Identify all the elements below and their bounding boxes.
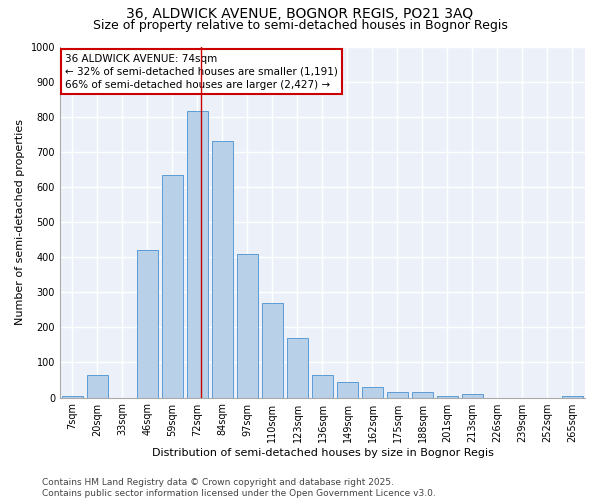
Bar xyxy=(437,396,458,398)
Bar xyxy=(562,396,583,398)
Bar xyxy=(137,250,158,398)
Text: 36, ALDWICK AVENUE, BOGNOR REGIS, PO21 3AQ: 36, ALDWICK AVENUE, BOGNOR REGIS, PO21 3… xyxy=(127,8,473,22)
Bar xyxy=(337,382,358,398)
Bar xyxy=(262,303,283,398)
Bar xyxy=(62,396,83,398)
Text: Contains HM Land Registry data © Crown copyright and database right 2025.
Contai: Contains HM Land Registry data © Crown c… xyxy=(42,478,436,498)
Bar xyxy=(187,112,208,398)
Y-axis label: Number of semi-detached properties: Number of semi-detached properties xyxy=(15,119,25,325)
Text: 36 ALDWICK AVENUE: 74sqm
← 32% of semi-detached houses are smaller (1,191)
66% o: 36 ALDWICK AVENUE: 74sqm ← 32% of semi-d… xyxy=(65,54,338,90)
Bar xyxy=(312,375,333,398)
Bar xyxy=(362,387,383,398)
Bar xyxy=(162,174,183,398)
Bar xyxy=(387,392,408,398)
Bar xyxy=(237,254,258,398)
X-axis label: Distribution of semi-detached houses by size in Bognor Regis: Distribution of semi-detached houses by … xyxy=(152,448,493,458)
Bar xyxy=(462,394,483,398)
Bar xyxy=(87,375,108,398)
Bar xyxy=(412,392,433,398)
Bar xyxy=(212,142,233,398)
Bar xyxy=(287,338,308,398)
Text: Size of property relative to semi-detached houses in Bognor Regis: Size of property relative to semi-detach… xyxy=(92,18,508,32)
